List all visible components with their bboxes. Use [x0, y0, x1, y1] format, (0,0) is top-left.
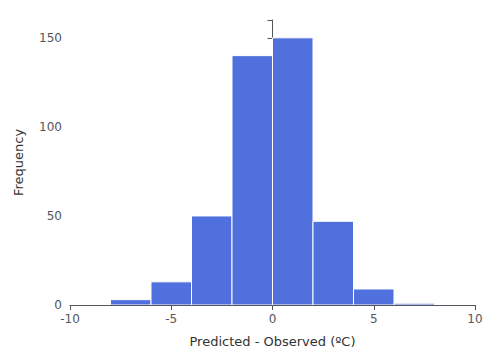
svg-text:50: 50	[47, 209, 62, 223]
svg-text:0: 0	[269, 312, 277, 326]
svg-text:Frequency: Frequency	[11, 129, 26, 196]
svg-text:5: 5	[370, 312, 378, 326]
svg-text:10: 10	[467, 312, 482, 326]
svg-text:0: 0	[54, 298, 62, 312]
svg-text:-10: -10	[60, 312, 80, 326]
svg-text:150: 150	[39, 31, 62, 45]
svg-text:100: 100	[39, 120, 62, 134]
svg-text:-5: -5	[165, 312, 177, 326]
svg-text:Predicted - Observed (ºC): Predicted - Observed (ºC)	[189, 334, 355, 349]
